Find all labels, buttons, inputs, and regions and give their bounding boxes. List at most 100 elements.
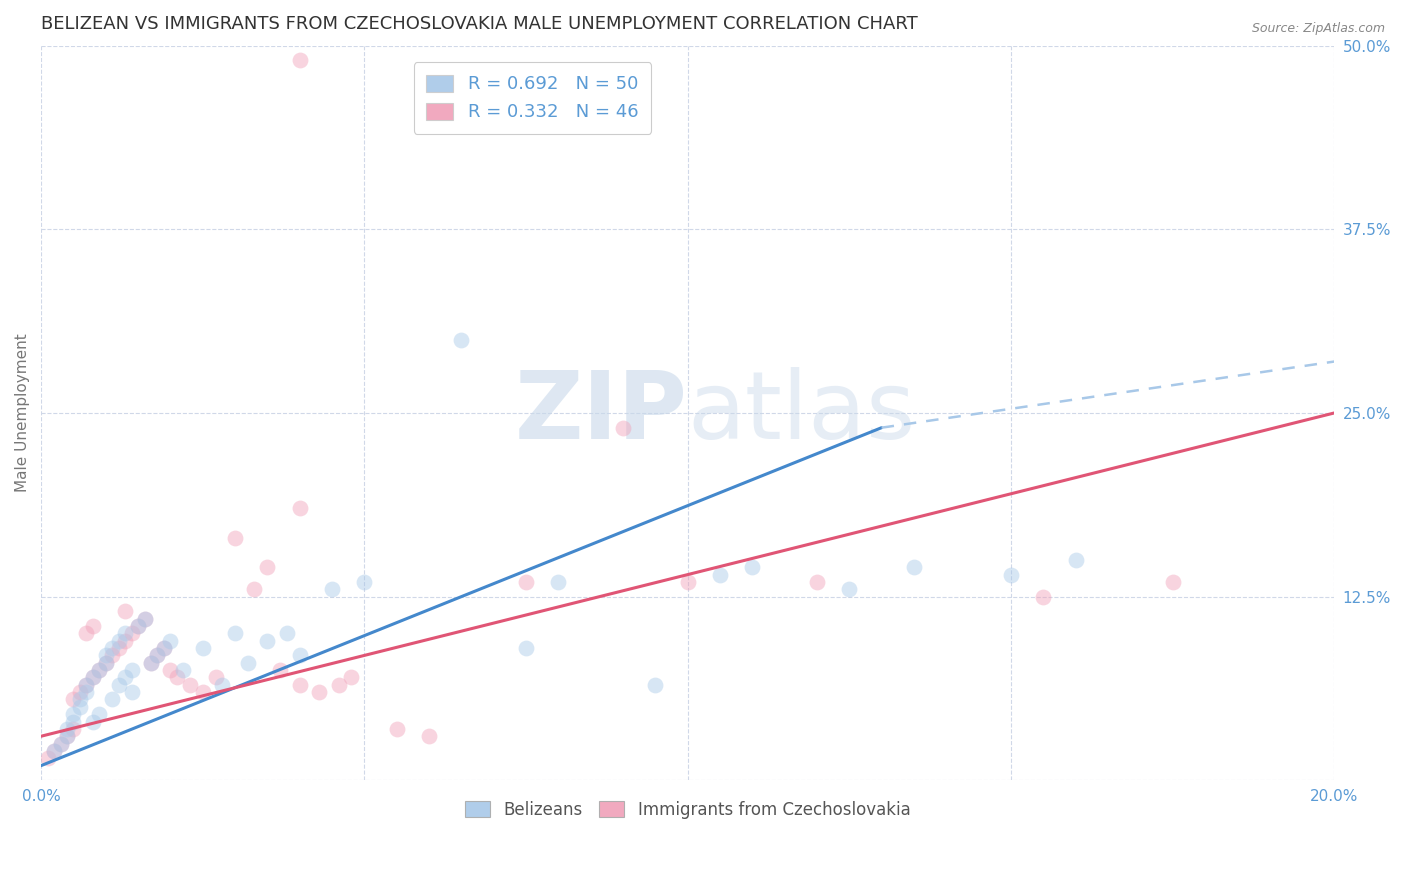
Point bbox=[288, 54, 311, 68]
Point bbox=[153, 641, 176, 656]
Text: ZIP: ZIP bbox=[515, 367, 688, 459]
Point bbox=[114, 670, 136, 684]
Point bbox=[139, 656, 162, 670]
Point bbox=[69, 685, 91, 699]
Point bbox=[153, 641, 176, 656]
Point bbox=[134, 612, 156, 626]
Point bbox=[288, 501, 311, 516]
Point bbox=[172, 663, 194, 677]
Point bbox=[676, 574, 699, 589]
Point bbox=[82, 714, 104, 729]
Point bbox=[107, 633, 129, 648]
Point bbox=[903, 560, 925, 574]
Point bbox=[114, 626, 136, 640]
Point bbox=[101, 692, 124, 706]
Point bbox=[94, 648, 117, 663]
Point bbox=[42, 744, 65, 758]
Point bbox=[709, 567, 731, 582]
Point bbox=[134, 612, 156, 626]
Point bbox=[166, 670, 188, 684]
Point bbox=[191, 641, 214, 656]
Point bbox=[515, 574, 537, 589]
Point bbox=[159, 663, 181, 677]
Point bbox=[224, 626, 246, 640]
Point bbox=[288, 678, 311, 692]
Point bbox=[385, 722, 408, 736]
Point bbox=[146, 648, 169, 663]
Point bbox=[114, 604, 136, 618]
Point bbox=[644, 678, 666, 692]
Point bbox=[612, 420, 634, 434]
Legend: Belizeans, Immigrants from Czechoslovakia: Belizeans, Immigrants from Czechoslovaki… bbox=[457, 792, 918, 827]
Point bbox=[107, 641, 129, 656]
Point bbox=[75, 678, 97, 692]
Point bbox=[139, 656, 162, 670]
Point bbox=[191, 685, 214, 699]
Point bbox=[42, 744, 65, 758]
Point bbox=[56, 729, 79, 743]
Point bbox=[49, 737, 72, 751]
Point bbox=[269, 663, 291, 677]
Point bbox=[127, 619, 149, 633]
Point bbox=[308, 685, 330, 699]
Point bbox=[75, 678, 97, 692]
Point bbox=[62, 707, 84, 722]
Point bbox=[101, 641, 124, 656]
Point bbox=[515, 641, 537, 656]
Point bbox=[69, 699, 91, 714]
Text: BELIZEAN VS IMMIGRANTS FROM CZECHOSLOVAKIA MALE UNEMPLOYMENT CORRELATION CHART: BELIZEAN VS IMMIGRANTS FROM CZECHOSLOVAK… bbox=[41, 15, 918, 33]
Point bbox=[211, 678, 233, 692]
Point bbox=[1000, 567, 1022, 582]
Point bbox=[49, 737, 72, 751]
Point bbox=[89, 707, 111, 722]
Point bbox=[82, 619, 104, 633]
Y-axis label: Male Unemployment: Male Unemployment bbox=[15, 334, 30, 492]
Point bbox=[256, 560, 278, 574]
Point bbox=[340, 670, 363, 684]
Point bbox=[56, 722, 79, 736]
Point bbox=[418, 729, 440, 743]
Point bbox=[121, 685, 143, 699]
Point bbox=[101, 648, 124, 663]
Point bbox=[82, 670, 104, 684]
Point bbox=[838, 582, 860, 597]
Point bbox=[89, 663, 111, 677]
Point bbox=[321, 582, 343, 597]
Point bbox=[547, 574, 569, 589]
Point bbox=[1032, 590, 1054, 604]
Point bbox=[94, 656, 117, 670]
Point bbox=[288, 648, 311, 663]
Point bbox=[62, 722, 84, 736]
Point bbox=[256, 633, 278, 648]
Point bbox=[328, 678, 350, 692]
Point bbox=[82, 670, 104, 684]
Point bbox=[37, 751, 59, 765]
Point bbox=[121, 626, 143, 640]
Point bbox=[224, 531, 246, 545]
Point bbox=[806, 574, 828, 589]
Point bbox=[62, 714, 84, 729]
Point bbox=[75, 685, 97, 699]
Point bbox=[450, 333, 472, 347]
Point bbox=[56, 729, 79, 743]
Point bbox=[276, 626, 298, 640]
Point bbox=[741, 560, 763, 574]
Point bbox=[94, 656, 117, 670]
Point bbox=[114, 633, 136, 648]
Point bbox=[353, 574, 375, 589]
Point bbox=[89, 663, 111, 677]
Point bbox=[75, 626, 97, 640]
Point bbox=[121, 663, 143, 677]
Text: Source: ZipAtlas.com: Source: ZipAtlas.com bbox=[1251, 22, 1385, 36]
Point bbox=[1064, 553, 1087, 567]
Point bbox=[69, 692, 91, 706]
Point bbox=[107, 678, 129, 692]
Point bbox=[62, 692, 84, 706]
Point bbox=[236, 656, 259, 670]
Point bbox=[243, 582, 266, 597]
Point bbox=[204, 670, 226, 684]
Text: atlas: atlas bbox=[688, 367, 915, 459]
Point bbox=[146, 648, 169, 663]
Point bbox=[159, 633, 181, 648]
Point bbox=[127, 619, 149, 633]
